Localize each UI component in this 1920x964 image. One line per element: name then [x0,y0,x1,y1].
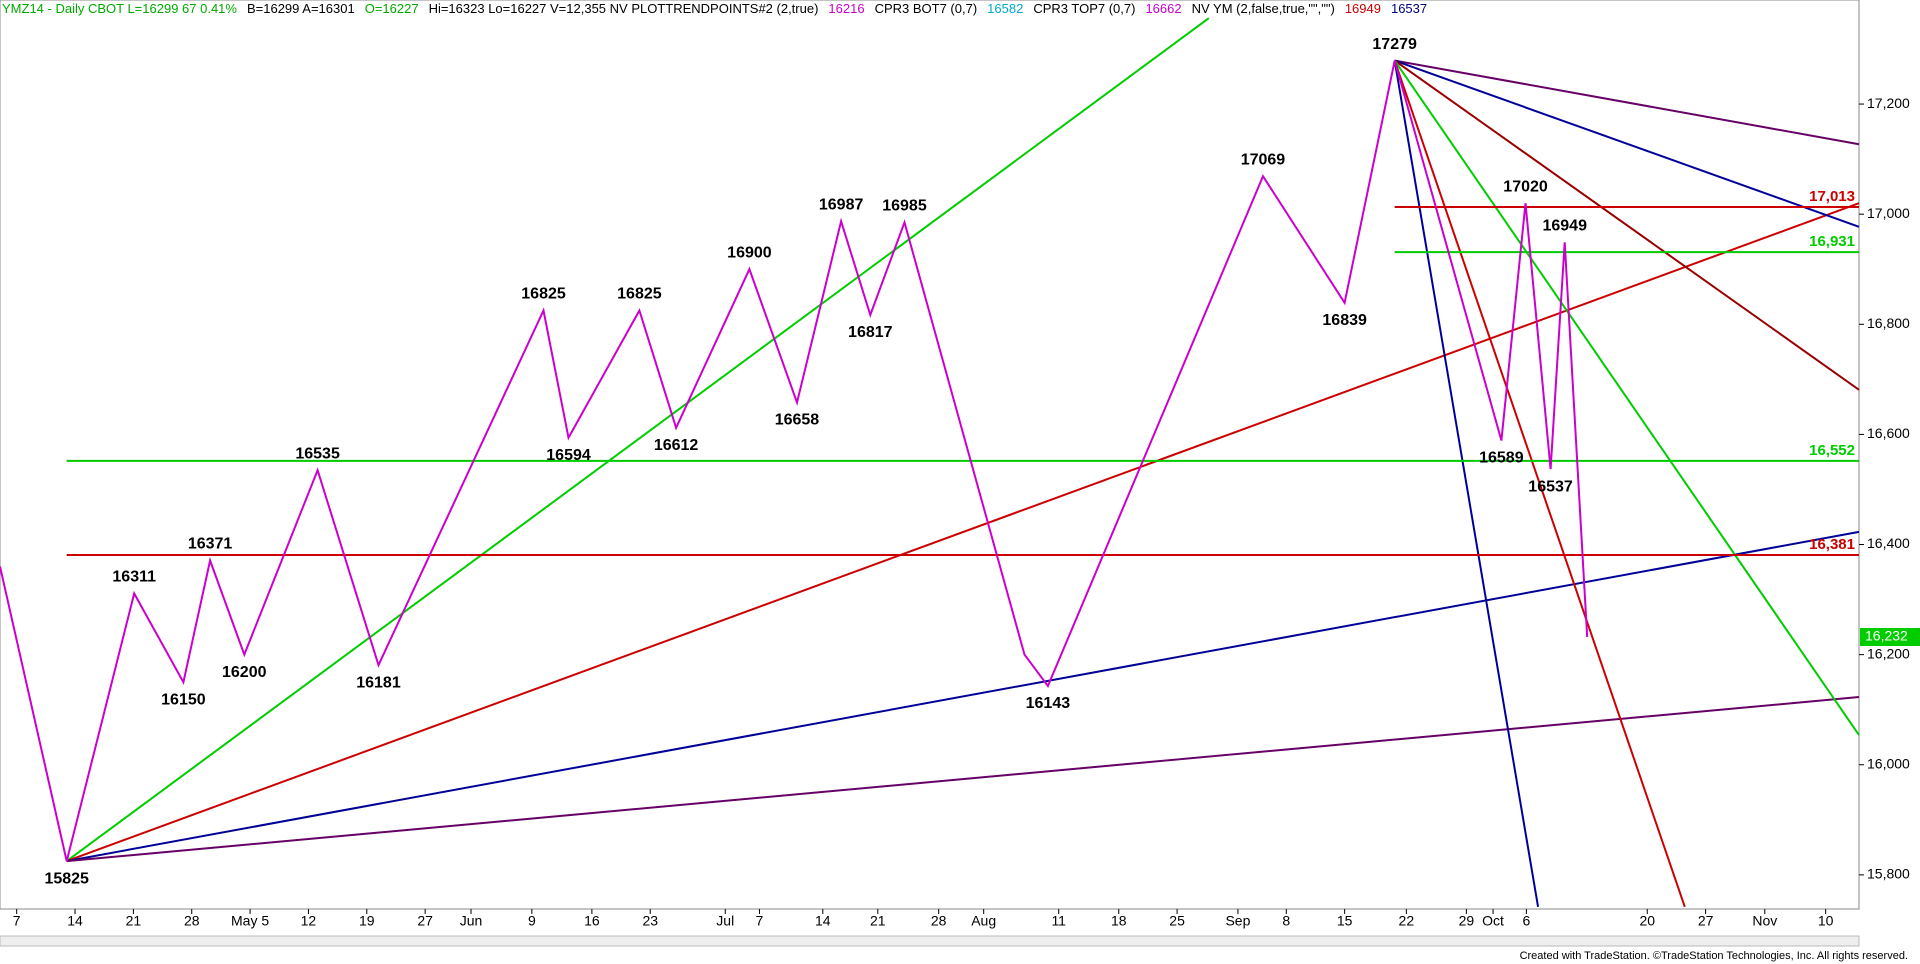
trend-line [1393,60,1686,908]
x-tick-label: 23 [642,913,658,929]
x-tick-label: 20 [1639,913,1655,929]
scrollbar[interactable] [0,935,1860,947]
last-price-tag [1860,628,1920,647]
header-item: B=16299 A=16301 [247,1,355,16]
x-tick-label: Jul [716,913,734,929]
header-item: 16216 [828,1,864,16]
x-tick-label: May 5 [231,913,269,929]
swing-label: 16589 [1479,450,1524,467]
trend-line [1394,59,1860,391]
x-tick-label: 7 [756,913,764,929]
footer: Created with TradeStation. ©TradeStation… [1520,950,1908,962]
swing-label: 16143 [1026,695,1071,712]
x-tick-label: 15 [1337,913,1353,929]
x-tick-label: 27 [417,913,433,929]
x-tick-label: 19 [359,913,375,929]
x-tick-label: 29 [1459,913,1475,929]
level-label: 16,552 [1809,442,1855,459]
x-tick-label: 14 [815,913,831,929]
x-tick-label: 14 [67,913,83,929]
header: YMZ14 - Daily CBOT L=16299 67 0.41% B=162… [2,1,1427,16]
x-tick-label: 21 [870,913,886,929]
x-tick-label: 8 [1282,913,1290,929]
lines-layer [0,17,1860,908]
x-tick-label: 9 [528,913,536,929]
level-label: 17,013 [1809,188,1855,205]
x-tick-label: 27 [1698,913,1714,929]
trend-line [66,696,1860,863]
swing-label: 16537 [1528,478,1573,495]
swing-label: 17020 [1503,178,1548,195]
swing-label: 16900 [727,244,772,261]
x-tick-label: 21 [126,913,142,929]
plot-area [0,0,1860,910]
x-tick-label: 7 [13,913,21,929]
swing-label: 16949 [1542,217,1587,234]
header-item: Hi=16323 Lo=16227 V=12,355 NV PLOTTRENDP… [429,1,819,16]
y-tick-label: 17,200 [1867,95,1910,111]
swing-label: 16817 [848,324,893,341]
y-tick-label: 16,000 [1867,755,1910,771]
swing-label: 17279 [1372,36,1417,53]
y-tick-label: 16,400 [1867,535,1910,551]
x-tick-label: 10 [1818,913,1834,929]
trend-line [1393,60,1540,907]
x-tick-label: 11 [1051,913,1066,929]
y-tick-label: 16,600 [1867,425,1910,441]
x-tick-label: 6 [1522,913,1530,929]
swing-label: 16612 [654,437,699,454]
x-tick-label: 28 [184,913,200,929]
last-price-label: 16,232 [1865,628,1908,644]
header-item: CPR3 TOP7 (0,7) [1033,1,1135,16]
header-item: 16662 [1145,1,1181,16]
trend-line [66,530,1860,863]
swing-label: 16200 [222,664,267,681]
swing-line [0,60,1589,862]
trend-line [1393,59,1860,736]
x-tick-label: 25 [1169,913,1185,929]
swing-label: 16371 [188,536,233,553]
swing-label: 16181 [356,674,401,691]
x-tick-label: Oct [1482,913,1504,929]
header-item: NV YM (2,false,true,"","") [1192,1,1335,16]
header-item: YMZ14 - Daily CBOT L=16299 67 0.41% [2,1,237,16]
level-label: 16,931 [1809,233,1855,250]
x-tick-label: Sep [1225,913,1250,929]
swing-label: 16535 [295,445,340,462]
swing-label: 16825 [617,286,662,303]
trend-line [1394,59,1860,146]
header-item: 16537 [1391,1,1427,16]
swing-label: 16150 [161,691,206,708]
swing-label: 16825 [521,286,566,303]
swing-label: 16594 [546,447,591,464]
header-item: 16949 [1345,1,1381,16]
header-item: 16582 [987,1,1023,16]
x-tick-label: 16 [584,913,600,929]
swing-label: 16311 [112,569,156,586]
x-tick-label: 12 [301,913,317,929]
y-tick-label: 17,000 [1867,205,1910,221]
y-tick-label: 16,200 [1867,645,1910,661]
header-item: CPR3 BOT7 (0,7) [875,1,978,16]
swing-label: 16658 [775,412,820,429]
level-label: 16,381 [1809,536,1855,553]
swing-label: 16985 [882,198,927,215]
x-tick-label: 18 [1111,913,1127,929]
x-tick-label: 28 [931,913,947,929]
x-tick-label: Nov [1752,913,1777,929]
y-tick-label: 16,800 [1867,315,1910,331]
x-tick-label: Jun [460,913,483,929]
header-item: O=16227 [365,1,419,16]
trend-line [66,17,1210,862]
swing-label: 15825 [44,870,89,887]
trend-line [1394,59,1860,228]
swing-label: 17069 [1241,151,1286,168]
x-tick-label: 22 [1399,913,1415,929]
swing-label: 16987 [819,197,864,214]
y-tick-label: 15,800 [1867,866,1910,882]
swing-label: 16839 [1322,312,1367,329]
x-tick-label: Aug [971,913,996,929]
